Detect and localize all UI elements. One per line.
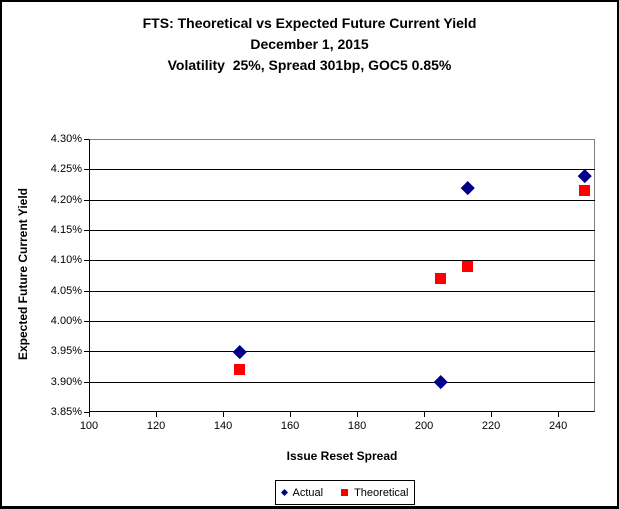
actual-diamond-icon	[280, 488, 288, 497]
y-gridline	[89, 199, 595, 201]
y-tick-mark	[84, 230, 89, 231]
y-tick-label: 3.85%	[50, 406, 82, 418]
y-tick-label: 4.15%	[50, 224, 82, 236]
y-tick-label: 3.90%	[50, 375, 82, 388]
x-tick-label: 200	[414, 420, 434, 432]
legend-entry-actual: Actual	[280, 486, 324, 499]
x-tick-label: 160	[280, 420, 300, 432]
y-tick-mark	[84, 139, 89, 140]
y-gridline	[89, 351, 595, 353]
x-tick-mark	[424, 412, 426, 417]
y-axis-title: Expected Future Current Yield	[16, 187, 30, 361]
y-tick-label: 4.10%	[50, 254, 82, 267]
chart-title-line3: Volatility 25%, Spread 301bp, GOC5 0.85%	[167, 57, 452, 73]
y-tick-label: 4.20%	[50, 193, 82, 206]
x-tick-mark	[89, 412, 90, 417]
y-tick-label: 4.05%	[50, 284, 82, 297]
legend-label-theoretical: Theoretical	[354, 486, 409, 499]
y-gridline	[89, 381, 595, 383]
x-tick-mark	[491, 412, 493, 417]
chart-title-line2: December 1, 2015	[250, 36, 369, 52]
y-tick-mark	[84, 381, 89, 383]
data-point-theoretical	[234, 364, 246, 376]
y-tick-mark	[84, 321, 89, 322]
x-tick-label: 240	[548, 420, 568, 432]
y-gridline	[89, 230, 595, 231]
data-point-theoretical	[462, 260, 474, 272]
theoretical-square-icon	[341, 489, 349, 496]
y-tick-label: 4.25%	[50, 163, 82, 176]
y-gridline	[89, 290, 595, 292]
y-gridline	[89, 321, 595, 322]
legend: Actual Theoretical	[275, 480, 415, 505]
y-gridline	[89, 260, 595, 262]
x-tick-mark	[357, 412, 359, 417]
chart-title: FTS: Theoretical vs Expected Future Curr…	[2, 13, 617, 76]
x-tick-label: 180	[347, 420, 367, 432]
legend-label-actual: Actual	[292, 486, 324, 499]
x-axis-title: Issue Reset Spread	[286, 449, 398, 463]
data-point-theoretical	[435, 273, 447, 285]
y-tick-label: 3.95%	[50, 345, 82, 358]
y-tick-mark	[84, 412, 89, 413]
y-tick-mark	[84, 290, 89, 292]
y-tick-label: 4.30%	[50, 133, 82, 145]
x-tick-mark	[290, 412, 292, 417]
y-tick-label: 4.00%	[50, 315, 82, 327]
x-tick-mark	[223, 412, 225, 417]
x-tick-label: 100	[79, 420, 99, 432]
legend-entry-theoretical: Theoretical	[341, 486, 409, 499]
y-gridline	[89, 169, 595, 171]
y-tick-mark	[84, 260, 89, 262]
y-tick-mark	[84, 351, 89, 353]
x-tick-mark	[558, 412, 560, 417]
x-tick-label: 140	[213, 420, 233, 432]
x-tick-label: 120	[146, 420, 166, 432]
y-tick-mark	[84, 169, 89, 171]
x-tick-label: 220	[481, 420, 501, 432]
data-point-theoretical	[579, 185, 591, 197]
y-tick-mark	[84, 199, 89, 201]
plot-area	[89, 139, 595, 412]
x-tick-mark	[156, 412, 158, 417]
chart-title-line1: FTS: Theoretical vs Expected Future Curr…	[142, 15, 477, 31]
